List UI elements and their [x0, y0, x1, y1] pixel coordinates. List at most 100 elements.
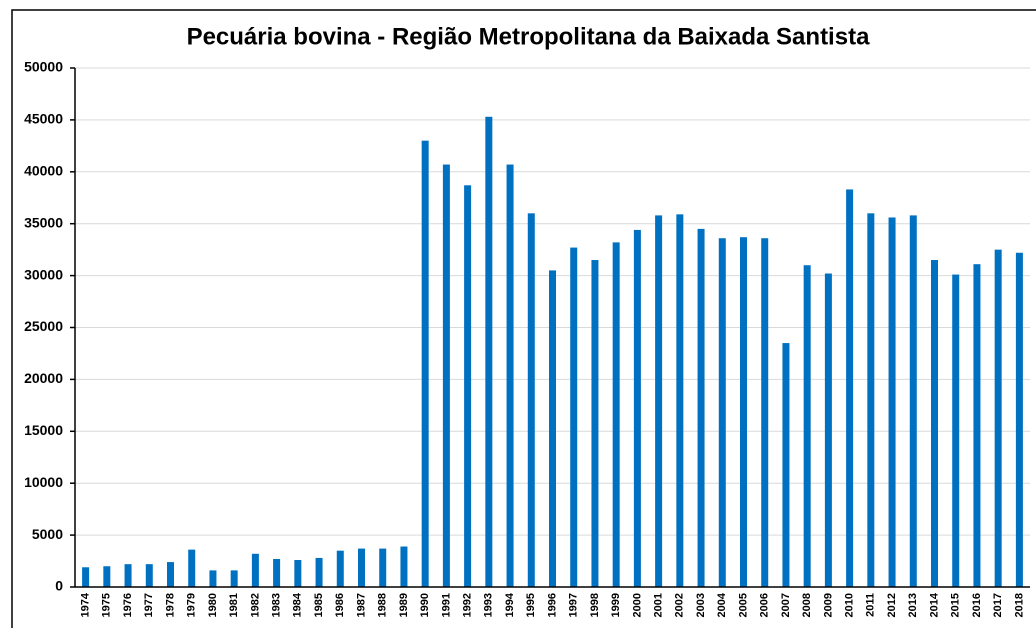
bar — [251, 553, 259, 587]
bar — [782, 343, 790, 587]
x-tick-label: 1993 — [483, 593, 495, 617]
x-tick-label: 1986 — [334, 593, 346, 617]
bar — [400, 546, 408, 587]
chart-frame — [11, 9, 1036, 628]
y-tick-label: 20000 — [24, 370, 63, 386]
x-tick-label: 2009 — [822, 593, 834, 617]
bar — [464, 185, 472, 587]
bar — [909, 215, 917, 587]
y-tick-label: 5000 — [32, 526, 63, 542]
x-tick-label: 2017 — [992, 593, 1004, 617]
bar — [994, 249, 1002, 587]
bar — [718, 238, 726, 587]
bar — [549, 270, 556, 587]
x-tick-label: 1987 — [355, 593, 367, 617]
x-tick-label: 2008 — [801, 593, 813, 617]
x-tick-label: 2002 — [674, 593, 686, 617]
bar — [209, 570, 217, 587]
x-tick-label: 2010 — [844, 593, 856, 617]
bar — [697, 228, 705, 587]
x-tick-label: 1994 — [504, 592, 516, 617]
bar — [633, 229, 641, 588]
y-tick-label: 25000 — [24, 318, 63, 334]
x-tick-label: 1975 — [101, 593, 113, 617]
bar — [506, 164, 514, 587]
bar — [294, 560, 302, 587]
y-tick-label: 15000 — [24, 422, 63, 438]
x-tick-label: 1999 — [610, 593, 622, 617]
x-tick-label: 1982 — [249, 593, 261, 617]
x-tick-label: 2006 — [759, 593, 771, 617]
chart-title: Pecuária bovina - Região Metropolitana d… — [187, 23, 871, 50]
x-tick-label: 1997 — [568, 593, 580, 617]
bar — [931, 260, 938, 587]
bar — [761, 238, 769, 587]
x-tick-label: 2011 — [865, 593, 877, 617]
y-tick-label: 35000 — [24, 214, 63, 230]
x-tick-label: 1995 — [525, 593, 537, 617]
x-tick-label: 1984 — [292, 592, 304, 617]
bar — [570, 247, 578, 587]
y-tick-label: 10000 — [24, 474, 63, 490]
bar — [824, 273, 832, 587]
x-tick-label: 2012 — [886, 593, 898, 617]
bar — [145, 564, 153, 587]
x-tick-label: 1974 — [80, 592, 92, 617]
y-tick-label: 40000 — [24, 163, 63, 179]
bar — [230, 570, 238, 587]
x-tick-label: 1981 — [228, 593, 240, 617]
x-tick-label: 2014 — [928, 592, 940, 617]
x-tick-label: 1990 — [419, 593, 431, 617]
bar — [846, 189, 854, 588]
x-tick-label: 1998 — [589, 593, 601, 617]
x-tick-label: 2016 — [971, 593, 983, 617]
bar — [740, 237, 747, 587]
y-tick-label: 0 — [55, 578, 63, 594]
x-tick-label: 2000 — [631, 593, 643, 617]
x-tick-label: 1985 — [313, 593, 325, 617]
bar — [442, 164, 450, 587]
bar — [591, 260, 599, 587]
x-tick-label: 1979 — [186, 593, 198, 617]
bar — [803, 265, 811, 587]
bar — [421, 140, 429, 587]
bar — [336, 550, 344, 587]
bar — [103, 566, 111, 587]
x-tick-label: 1983 — [271, 593, 283, 617]
bar — [888, 217, 896, 588]
x-tick-label: 1991 — [440, 593, 452, 617]
bar — [655, 215, 663, 587]
bar — [167, 562, 174, 587]
x-tick-label: 2018 — [1013, 593, 1025, 617]
x-tick-label: 1989 — [398, 593, 410, 617]
x-tick-label: 2004 — [716, 592, 728, 617]
y-tick-label: 50000 — [24, 59, 63, 75]
x-tick-label: 2005 — [737, 593, 749, 617]
x-tick-label: 1988 — [377, 593, 389, 617]
bar — [82, 567, 90, 587]
bar — [612, 242, 620, 587]
bar — [315, 557, 323, 587]
x-tick-label: 1976 — [122, 593, 134, 617]
y-tick-label: 45000 — [24, 111, 63, 127]
x-tick-label: 1996 — [546, 593, 558, 617]
bar — [527, 213, 535, 587]
bar — [867, 213, 875, 587]
x-tick-label: 1978 — [164, 593, 176, 617]
bar — [188, 549, 196, 587]
bar — [485, 116, 493, 587]
bar — [358, 548, 365, 587]
x-tick-label: 1977 — [143, 593, 155, 617]
bar — [676, 214, 684, 587]
x-tick-label: 2007 — [780, 593, 792, 617]
x-tick-label: 2001 — [653, 593, 665, 617]
bar — [273, 558, 281, 587]
bar — [952, 274, 960, 587]
x-tick-label: 2003 — [695, 593, 707, 617]
y-tick-label: 30000 — [24, 266, 63, 282]
x-tick-label: 1992 — [462, 593, 474, 617]
x-tick-label: 2015 — [950, 593, 962, 617]
bar — [379, 548, 387, 587]
